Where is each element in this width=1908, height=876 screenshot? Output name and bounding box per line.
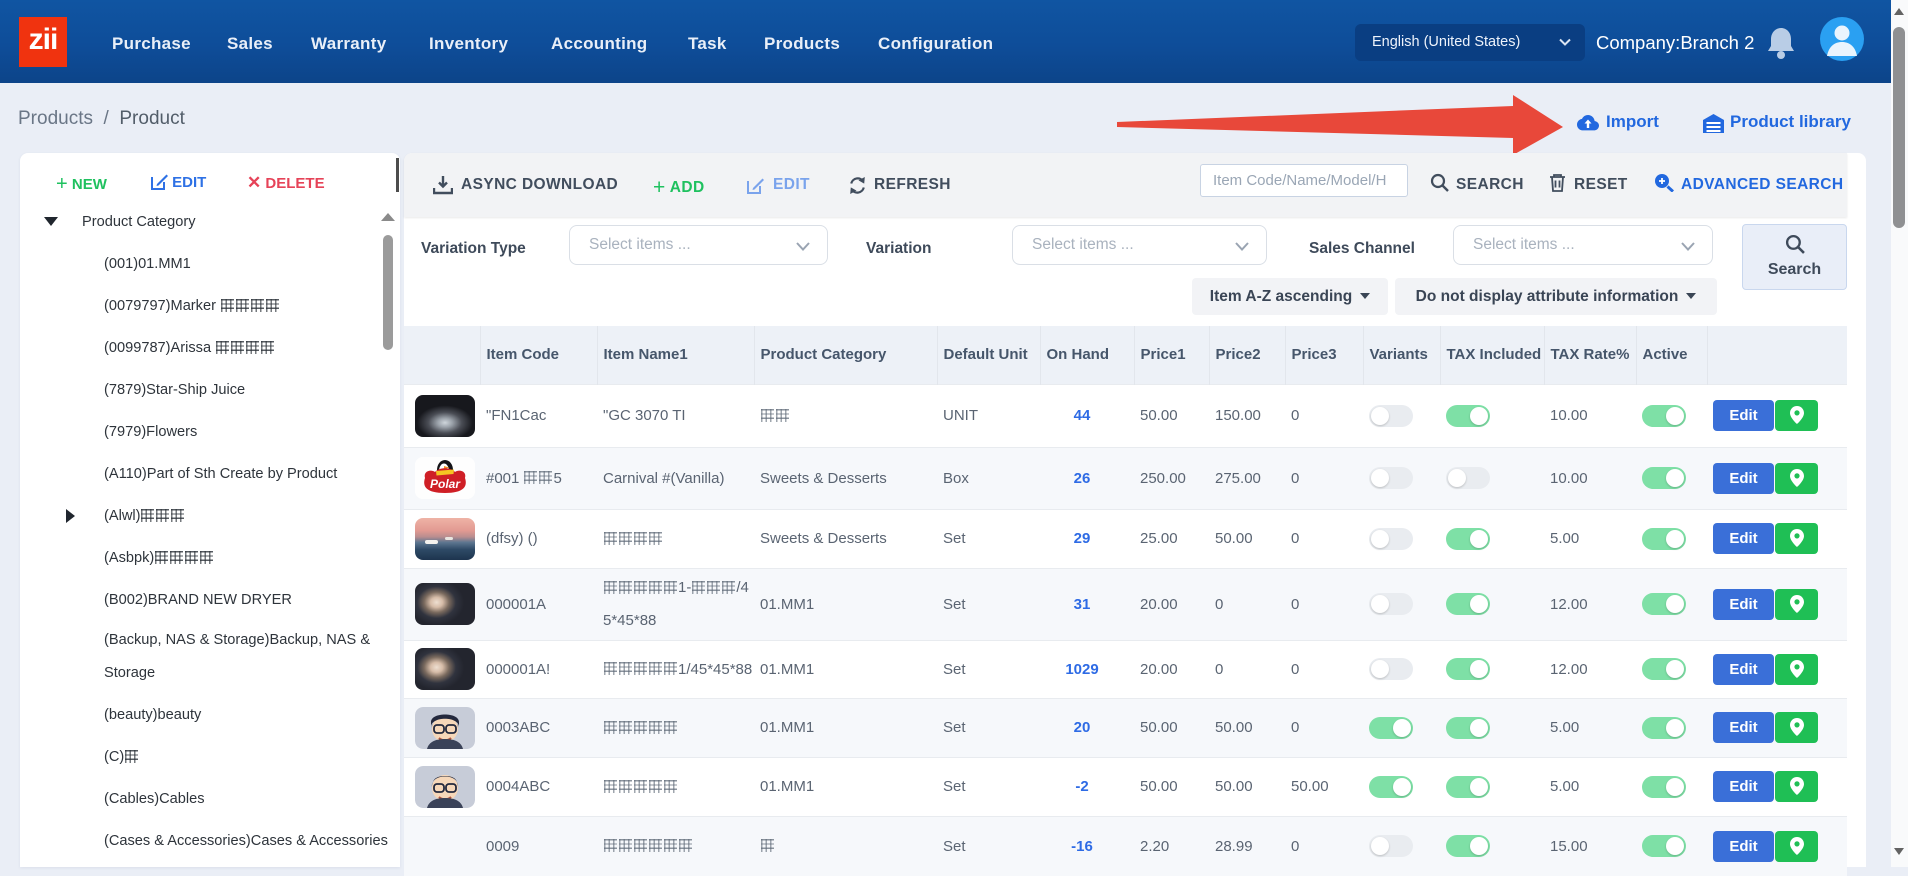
- svg-text:Polar: Polar: [430, 477, 461, 491]
